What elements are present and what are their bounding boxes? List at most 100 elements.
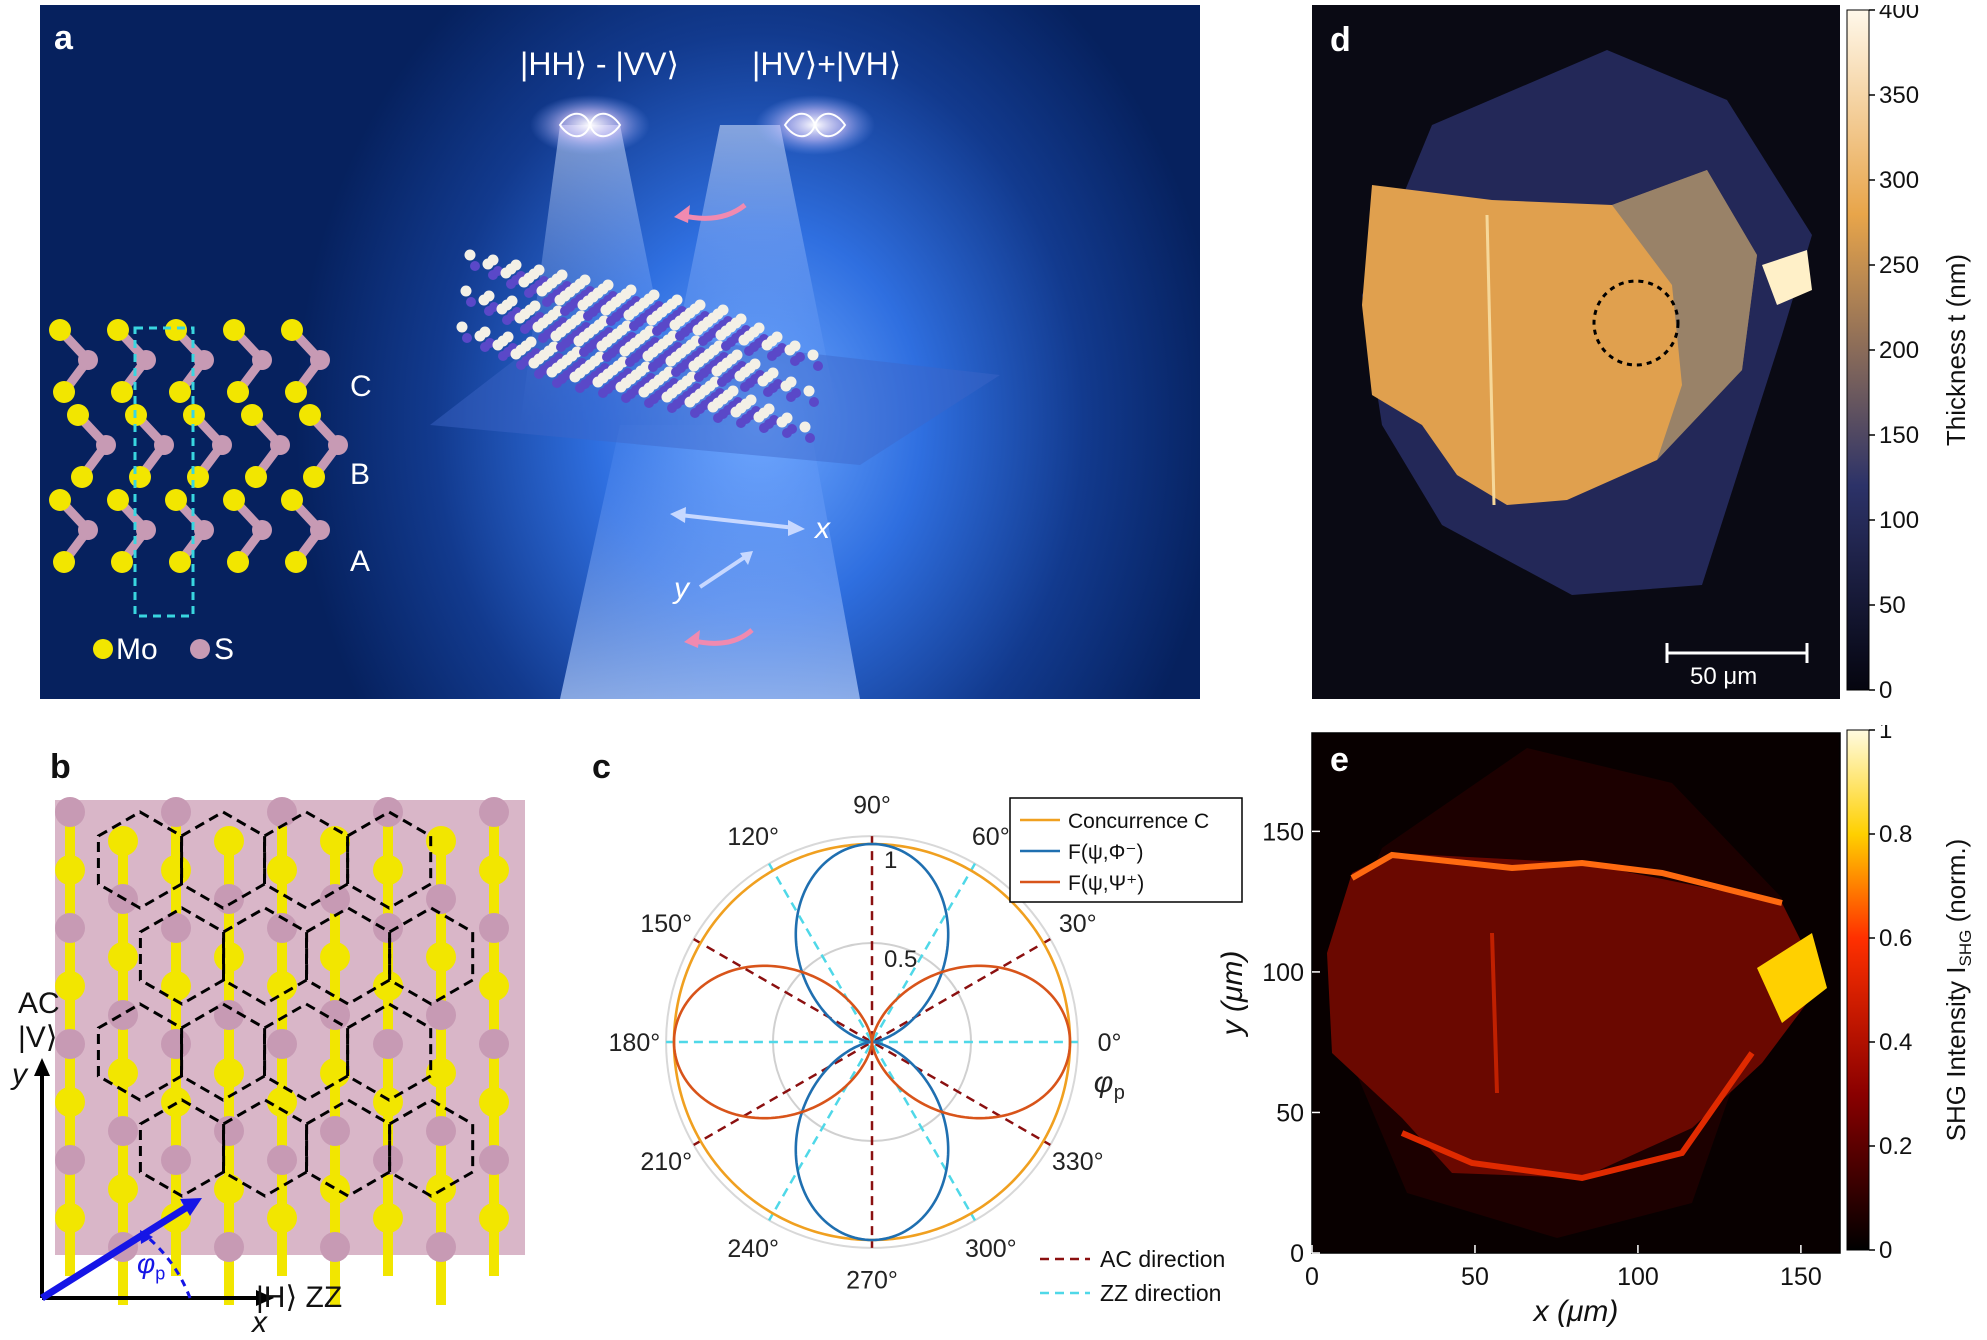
y-axis-label: y <box>674 572 689 605</box>
lattice-atom <box>320 826 350 856</box>
angle-tick-label: 300° <box>965 1235 1017 1263</box>
y-tick-label: 0 <box>1290 1240 1304 1268</box>
side-atom-mo <box>71 466 93 488</box>
lattice-atom <box>108 1116 138 1146</box>
crystal-atom-mo <box>805 433 815 443</box>
angle-tick-label: 90° <box>853 791 891 819</box>
legend-entry: F(ψ,Ψ⁺) <box>1068 872 1144 895</box>
hexagon-dash <box>346 810 433 910</box>
crystal-atom-mo <box>560 306 570 316</box>
side-atom-mo <box>49 319 71 341</box>
colorbar-tick-label: 0.8 <box>1879 821 1912 848</box>
photon-pair-right <box>755 95 875 155</box>
crystal-atom-mo <box>470 261 480 271</box>
lattice-atom <box>161 971 191 1001</box>
lattice-atom <box>108 942 138 972</box>
photon-pair-left <box>530 95 650 155</box>
hexagon-dash <box>180 1002 267 1102</box>
radial-tick-label: 1 <box>884 847 897 874</box>
crystal-atom-mo <box>575 383 585 393</box>
crystal-atom-mo <box>502 315 512 325</box>
crystal-atom-mo <box>644 398 654 408</box>
crystal-atom-mo <box>763 387 773 397</box>
side-atom-mo <box>285 551 307 573</box>
side-atom-mo <box>67 404 89 426</box>
lattice-atom <box>55 1145 85 1175</box>
crystal-atom-mo <box>813 361 823 371</box>
hexagon-dash <box>346 1002 433 1102</box>
crystal-atom-mo <box>466 297 476 307</box>
phi-subscript: p <box>155 1263 166 1284</box>
angle-tick-label: 120° <box>727 823 779 851</box>
lattice-atom <box>267 855 297 885</box>
lattice-atom <box>479 1087 509 1117</box>
crystal-atom-mo <box>694 372 704 382</box>
reference-legend-entry: AC direction <box>1100 1246 1225 1272</box>
side-atom-s <box>78 520 98 540</box>
shg-flake-body <box>1327 853 1822 1178</box>
panel-e-axes-svg: 0 50 100 150 0 50 100 150 x (μm) y (μm) <box>1216 732 1841 1328</box>
crystal-atom-mo <box>538 333 548 343</box>
panel-e-axes: 0 50 100 150 0 50 100 150 x (μm) y (μm) <box>1200 700 1860 1332</box>
lattice-atom <box>214 1174 244 1204</box>
colorbar-tick-label: 200 <box>1879 337 1919 364</box>
crystal-atom-s <box>761 339 773 351</box>
crystal-atom-mo <box>759 423 769 433</box>
panel-c-label: c <box>592 748 611 786</box>
side-atom-mo <box>187 466 209 488</box>
crystal-atom-s <box>715 329 727 341</box>
panel-e-label: e <box>1330 741 1349 779</box>
colorbar-tick-label: 400 <box>1879 5 1919 24</box>
crystal-atom-mo <box>606 316 616 326</box>
lattice-atom <box>55 913 85 943</box>
lattice-atom <box>108 1058 138 1088</box>
crystal-atom-mo <box>556 342 566 352</box>
hexagon-outlines <box>96 810 475 1198</box>
crystal-atom-s <box>500 267 512 279</box>
lattice-atom <box>267 1203 297 1233</box>
layer-b-label: B <box>350 458 371 491</box>
colorbar-tick-label: 100 <box>1879 507 1919 534</box>
crystal-atom-mo <box>506 279 516 289</box>
x-axis-arrow <box>679 513 796 530</box>
crystal-atom-s <box>688 360 700 372</box>
panel-b-svg <box>34 797 525 1306</box>
crystal-atom-mo <box>790 356 800 366</box>
crystal-atom-s <box>474 330 486 342</box>
lattice-atom <box>161 913 191 943</box>
axes-frame <box>1311 732 1841 1254</box>
crack-line <box>1485 214 1496 506</box>
lattice-atom <box>373 855 403 885</box>
side-atom-mo <box>165 319 187 341</box>
x-axis-label: x <box>815 512 830 545</box>
crystal-atom-s <box>684 396 696 408</box>
legend-entry: F(ψ,Φ⁻) <box>1068 841 1143 864</box>
reference-line-zz <box>767 863 977 1221</box>
colorbar-gradient <box>1846 9 1870 691</box>
side-atom-mo <box>53 381 75 403</box>
colorbar-tick-label: 0.2 <box>1879 1133 1912 1160</box>
side-atom-s <box>252 520 272 540</box>
crystal-atom-s <box>554 294 566 306</box>
crystal-atom-mo <box>480 342 490 352</box>
lattice-atom <box>479 971 509 1001</box>
lattice-atom <box>214 1232 244 1262</box>
colorbar-tick-label: 0.6 <box>1879 925 1912 952</box>
lattice-atom <box>55 855 85 885</box>
crystal-atom-mo <box>542 297 552 307</box>
angle-tick-label: 270° <box>846 1267 898 1295</box>
panel-d-label: d <box>1330 21 1351 59</box>
lattice-atom <box>214 1058 244 1088</box>
crystal-atom-mo <box>767 351 777 361</box>
lattice-atom <box>373 1145 403 1175</box>
crystal-atom-s <box>638 386 650 398</box>
crystal-atom-s <box>573 335 585 347</box>
crystal-atom-mo <box>598 388 608 398</box>
side-atom-s <box>136 520 156 540</box>
lattice-atom <box>373 1203 403 1233</box>
h-state-label: |H⟩ ZZ <box>256 1281 343 1314</box>
panel-a-svg <box>49 95 1000 699</box>
crystal-atom-s <box>456 321 468 333</box>
crystal-atom-mo <box>484 306 494 316</box>
lattice-atom <box>214 884 244 914</box>
